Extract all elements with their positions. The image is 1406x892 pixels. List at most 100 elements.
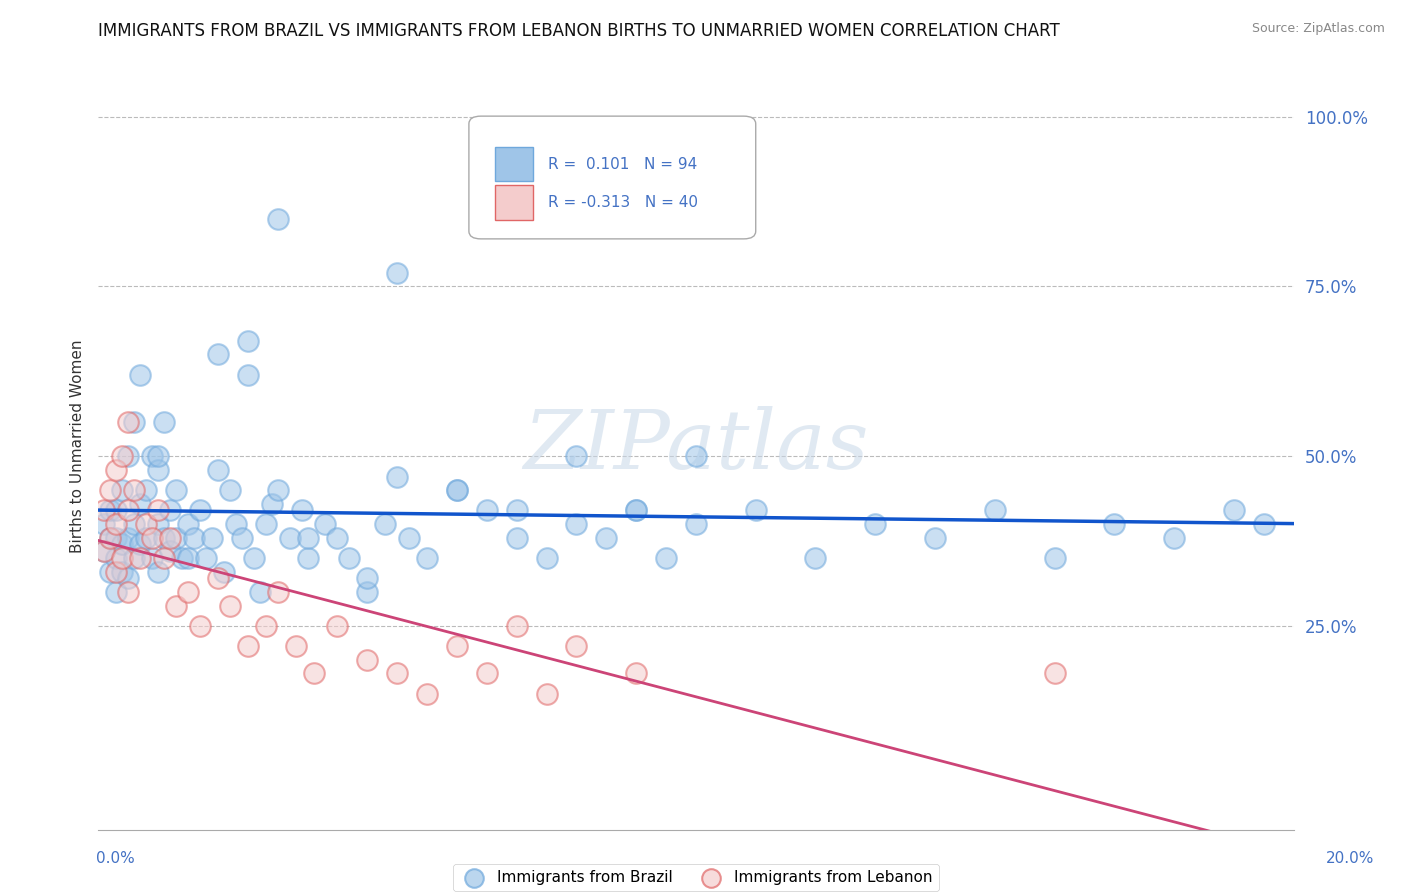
Point [745,503,768,517]
Point [98,565,122,579]
Point [565,517,588,532]
Point [626,666,648,681]
Point [865,517,887,532]
Point [93,517,115,532]
Point [98,503,122,517]
Text: R = -0.313   N = 40: R = -0.313 N = 40 [548,195,697,210]
Point [207,463,229,477]
Point [356,585,378,599]
Text: 0.0%: 0.0% [96,851,135,865]
Text: 20.0%: 20.0% [1326,851,1374,865]
Point [111,449,134,463]
Point [225,517,247,532]
Point [302,666,325,681]
Point [326,531,349,545]
Point [129,497,152,511]
Point [207,571,229,585]
Point [117,415,139,429]
FancyBboxPatch shape [495,186,533,219]
Point [385,266,409,280]
Point [536,551,558,566]
Point [177,517,200,532]
Point [117,449,139,463]
Point [165,483,187,497]
Point [111,483,134,497]
Point [111,537,134,551]
Point [446,483,468,497]
Point [105,531,128,545]
Point [188,503,211,517]
Point [595,531,617,545]
Point [117,585,139,599]
Point [93,544,115,558]
Point [117,571,139,585]
Point [284,640,307,654]
Point [267,585,290,599]
Point [565,449,588,463]
Point [141,551,163,566]
Point [339,551,361,566]
Point [148,517,170,532]
Point [111,551,134,566]
Point [188,619,211,633]
Point [124,483,146,497]
Point [446,640,468,654]
Point [165,531,187,545]
Text: ZIPatlas: ZIPatlas [523,406,869,486]
Point [416,551,439,566]
Point [475,666,498,681]
Point [207,347,229,361]
Point [506,619,529,633]
Point [924,531,946,545]
Point [183,531,205,545]
Point [267,483,290,497]
Point [260,497,283,511]
Point [356,571,378,585]
Text: IMMIGRANTS FROM BRAZIL VS IMMIGRANTS FROM LEBANON BIRTHS TO UNMARRIED WOMEN CORR: IMMIGRANTS FROM BRAZIL VS IMMIGRANTS FRO… [98,22,1060,40]
Point [804,551,827,566]
Point [105,517,128,532]
Point [93,544,115,558]
Point [141,449,163,463]
Point [231,531,253,545]
Point [1104,517,1126,532]
Point [117,531,139,545]
Point [385,666,409,681]
Point [236,640,259,654]
Point [201,531,224,545]
Point [626,503,648,517]
Point [148,565,170,579]
Point [565,640,588,654]
Point [1253,517,1275,532]
Point [98,531,122,545]
Point [326,619,349,633]
Point [153,531,176,545]
FancyBboxPatch shape [495,147,533,181]
Point [236,334,259,348]
Point [105,463,128,477]
Point [98,483,122,497]
Point [177,551,200,566]
Legend: Immigrants from Brazil, Immigrants from Lebanon: Immigrants from Brazil, Immigrants from … [453,863,939,891]
Point [159,544,181,558]
Point [267,211,290,226]
Point [135,517,157,532]
Point [135,483,157,497]
Text: Source: ZipAtlas.com: Source: ZipAtlas.com [1251,22,1385,36]
Point [195,551,218,566]
Point [385,469,409,483]
Point [291,503,314,517]
Point [93,503,115,517]
Point [626,503,648,517]
Point [129,537,152,551]
Point [655,551,678,566]
Point [243,551,266,566]
Point [124,517,146,532]
Point [1163,531,1185,545]
Point [148,449,170,463]
Point [105,565,128,579]
Point [297,551,319,566]
Point [117,503,139,517]
Point [416,687,439,701]
Y-axis label: Births to Unmarried Women: Births to Unmarried Women [69,339,84,553]
